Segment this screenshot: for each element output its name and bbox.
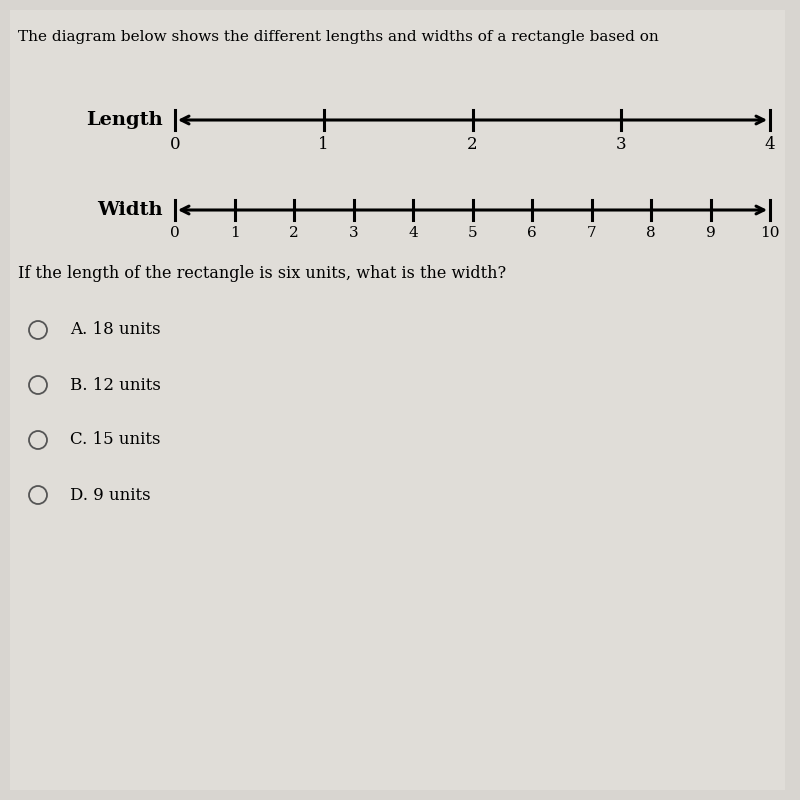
Text: 1: 1 bbox=[318, 136, 329, 153]
Text: 4: 4 bbox=[408, 226, 418, 240]
Text: 5: 5 bbox=[468, 226, 478, 240]
Text: Width: Width bbox=[98, 201, 163, 219]
Text: 4: 4 bbox=[765, 136, 775, 153]
Text: 6: 6 bbox=[527, 226, 537, 240]
Text: 2: 2 bbox=[467, 136, 478, 153]
Text: 7: 7 bbox=[586, 226, 596, 240]
Text: 0: 0 bbox=[170, 226, 180, 240]
Text: B. 12 units: B. 12 units bbox=[70, 377, 161, 394]
Text: The diagram below shows the different lengths and widths of a rectangle based on: The diagram below shows the different le… bbox=[18, 30, 658, 44]
Text: 1: 1 bbox=[230, 226, 239, 240]
Text: C. 15 units: C. 15 units bbox=[70, 431, 161, 449]
Text: 2: 2 bbox=[289, 226, 299, 240]
Text: 10: 10 bbox=[760, 226, 780, 240]
Text: 3: 3 bbox=[349, 226, 358, 240]
Text: D. 9 units: D. 9 units bbox=[70, 486, 150, 503]
Text: 8: 8 bbox=[646, 226, 656, 240]
FancyBboxPatch shape bbox=[10, 10, 785, 790]
Text: 9: 9 bbox=[706, 226, 715, 240]
Text: 0: 0 bbox=[170, 136, 180, 153]
Text: A. 18 units: A. 18 units bbox=[70, 322, 161, 338]
Text: 3: 3 bbox=[616, 136, 626, 153]
Text: Length: Length bbox=[86, 111, 163, 129]
Text: If the length of the rectangle is six units, what is the width?: If the length of the rectangle is six un… bbox=[18, 265, 506, 282]
